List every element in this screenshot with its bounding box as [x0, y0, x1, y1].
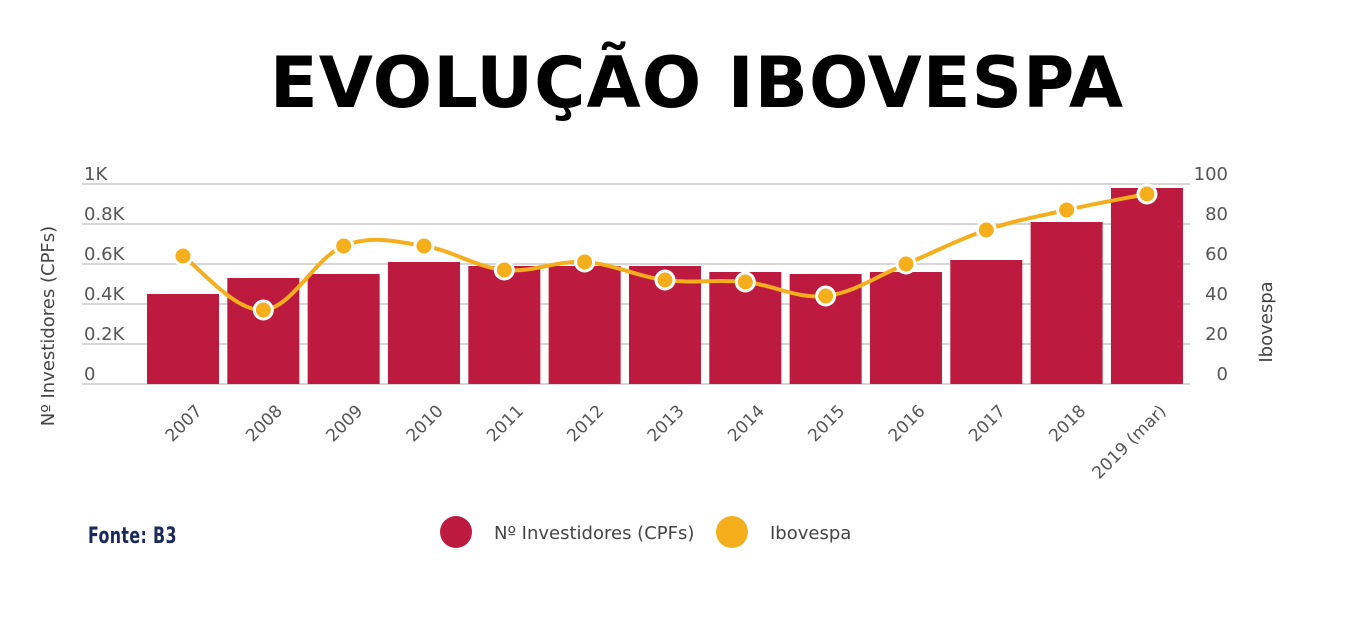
x-tick-label: 2018 — [1045, 401, 1090, 446]
y-left-tick-label: 0 — [84, 364, 95, 385]
ibovespa-point-2012 — [574, 251, 596, 273]
ibovespa-point-2007 — [172, 245, 194, 267]
bar-2009 — [307, 274, 380, 384]
y-right-tick-label: 20 — [1205, 324, 1228, 345]
y-left-tick-label: 1K — [84, 164, 108, 185]
ibovespa-point-2019 (mar) — [1136, 183, 1158, 205]
ibovespa-point-2009 — [333, 235, 355, 257]
bar-2007 — [147, 294, 219, 384]
ibovespa-point-2017 — [975, 219, 997, 241]
y-right-tick-label: 100 — [1194, 164, 1228, 185]
bar-2010 — [387, 262, 460, 384]
bar-2019 (mar) — [1110, 188, 1183, 384]
y-left-tick-label: 0.8K — [84, 204, 126, 225]
ibovespa-point-2013 — [654, 269, 676, 291]
y-right-tick-label: 0 — [1217, 364, 1228, 385]
y-right-tick-label: 80 — [1205, 204, 1228, 225]
ibovespa-point-2015 — [815, 285, 837, 307]
legend-swatch-ibovespa — [716, 516, 748, 548]
x-tick-label: 2010 — [403, 401, 448, 446]
x-tick-label: 2011 — [483, 401, 528, 446]
ibovespa-point-2011 — [493, 259, 515, 281]
legend-label-investidores: Nº Investidores (CPFs) — [494, 523, 694, 544]
ibovespa-point-2016 — [895, 253, 917, 275]
bar-2012 — [548, 266, 621, 384]
x-tick-label: 2015 — [804, 401, 849, 446]
bar-2011 — [468, 266, 541, 384]
y-right-tick-label: 60 — [1205, 244, 1228, 265]
legend-swatch-investidores — [440, 516, 472, 548]
x-tick-label: 2019 (mar) — [1089, 401, 1171, 483]
y-right-tick-label: 40 — [1205, 284, 1228, 305]
chart-title: EVOLUÇÃO IBOVESPA — [269, 42, 1125, 124]
ibovespa-point-2008 — [252, 299, 274, 321]
x-tick-label: 2009 — [322, 401, 367, 446]
x-tick-label: 2008 — [242, 401, 287, 446]
y-right-axis-title: Ibovespa — [1256, 281, 1277, 362]
bar-2008 — [227, 278, 300, 384]
y-left-tick-label: 0.2K — [84, 324, 126, 345]
y-left-tick-label: 0.6K — [84, 244, 126, 265]
x-tick-label: 2012 — [563, 401, 608, 446]
ibovespa-point-2014 — [734, 271, 756, 293]
y-left-axis-title: Nº Investidores (CPFs) — [38, 226, 59, 426]
x-tick-label: 2013 — [644, 401, 689, 446]
x-tick-label: 2007 — [162, 401, 207, 446]
bar-2016 — [869, 272, 942, 384]
x-tick-label: 2016 — [885, 401, 930, 446]
ibovespa-point-2018 — [1056, 199, 1078, 221]
source-note: Fonte: B3 — [88, 524, 177, 549]
ibovespa-point-2010 — [413, 235, 435, 257]
y-left-tick-label: 0.4K — [84, 284, 126, 305]
bar-2017 — [950, 260, 1023, 384]
x-tick-label: 2017 — [965, 401, 1010, 446]
legend-label-ibovespa: Ibovespa — [770, 523, 851, 544]
x-tick-label: 2014 — [724, 401, 769, 446]
bar-2018 — [1030, 222, 1103, 384]
